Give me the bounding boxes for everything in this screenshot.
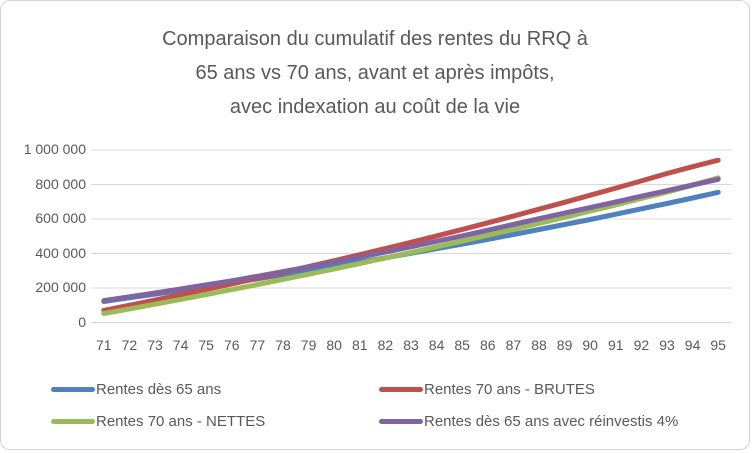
- x-axis-label: 71: [96, 337, 112, 353]
- y-axis-label: 600 000: [35, 210, 86, 226]
- legend-item-rentes-70-ans-nettes: Rentes 70 ans - NETTES: [51, 412, 265, 430]
- legend-swatch-blue: [51, 386, 95, 392]
- x-axis-label: 74: [172, 337, 189, 353]
- legend-item-rentes-70-ans-brutes: Rentes 70 ans - BRUTES: [379, 380, 595, 398]
- legend-item-rentes-des-65-ans-reinvestis: Rentes dès 65 ans avec réinvestis 4%: [379, 412, 678, 430]
- x-axis-label: 83: [403, 337, 419, 353]
- x-axis-label: 91: [608, 337, 624, 353]
- x-axis-label: 76: [224, 337, 240, 353]
- legend-label: Rentes 70 ans - BRUTES: [424, 380, 595, 398]
- x-axis-label: 94: [684, 337, 701, 353]
- x-axis-label: 82: [377, 337, 394, 353]
- chart-title-line-1: Comparaison du cumulatif des rentes du R…: [162, 28, 588, 50]
- y-axis-label: 200 000: [35, 279, 86, 295]
- x-axis-label: 77: [249, 337, 266, 353]
- x-axis-label: 92: [633, 337, 650, 353]
- y-axis-label: 0: [78, 313, 86, 330]
- legend-swatch-red: [379, 386, 423, 392]
- x-axis-label: 73: [147, 337, 163, 353]
- y-axis-label: 400 000: [35, 244, 86, 261]
- legend-swatch-green: [51, 418, 95, 424]
- chart-title: Comparaison du cumulatif des rentes du R…: [1, 22, 749, 124]
- x-axis-label: 86: [480, 337, 496, 353]
- x-axis-label: 75: [198, 337, 214, 353]
- legend-label: Rentes 70 ans - NETTES: [96, 412, 266, 430]
- chart-title-line-3: avec indexation au coût de la vie: [229, 96, 521, 118]
- chart-title-line-2: 65 ans vs 70 ans, avant et après impôts,: [195, 62, 555, 84]
- x-axis-label: 81: [352, 337, 368, 353]
- x-axis-label: 85: [454, 337, 470, 353]
- series-line-1: [101, 157, 721, 313]
- y-axis: 0 200 000 400 000 600 000 800 000 1 000 000: [1, 1, 86, 449]
- x-axis-label: 90: [582, 337, 598, 353]
- x-axis-label: 93: [659, 337, 675, 353]
- x-axis-label: 72: [121, 337, 138, 353]
- legend-label: Rentes dès 65 ans: [96, 380, 222, 398]
- x-axis-label: 78: [275, 337, 291, 353]
- y-axis-label: 1 000 000: [23, 141, 86, 157]
- y-axis-label: 800 000: [35, 175, 86, 192]
- legend-label: Rentes dès 65 ans avec réinvestis 4%: [424, 412, 679, 430]
- x-axis-label: 88: [531, 337, 547, 353]
- legend-item-rentes-des-65-ans: Rentes dès 65 ans: [51, 380, 221, 398]
- series-line-3: [101, 176, 721, 304]
- x-axis-label: 89: [556, 337, 573, 353]
- series-line-2: [101, 175, 721, 316]
- x-axis-label: 79: [300, 337, 317, 353]
- x-axis-label: 80: [326, 337, 342, 353]
- x-axis-label: 95: [710, 337, 726, 353]
- x-axis-label: 87: [505, 337, 522, 353]
- legend-swatch-purple: [379, 418, 423, 424]
- x-axis-label: 84: [428, 337, 445, 353]
